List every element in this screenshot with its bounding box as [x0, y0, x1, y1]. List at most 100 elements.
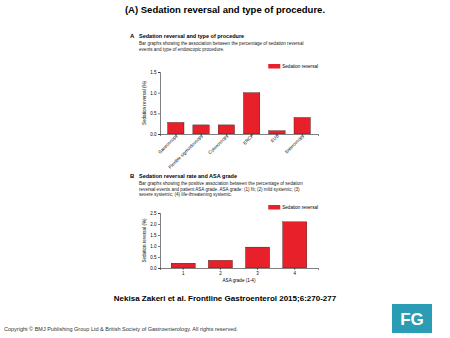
x-tick: 2	[219, 268, 222, 276]
x-tick-label: Colonoscopy	[207, 133, 229, 155]
x-tick-label: 1	[182, 271, 185, 276]
panel-label: A	[130, 33, 135, 39]
x-tick-mark	[220, 268, 221, 270]
logo: FG	[400, 310, 424, 329]
x-axis-title: ASA grade (1-4)	[223, 278, 256, 283]
y-tick: 1.5	[150, 233, 160, 238]
x-axis-line	[161, 135, 319, 137]
x-tick: 1	[182, 268, 185, 276]
bar	[269, 131, 285, 134]
y-tick-label: 0.5	[150, 111, 157, 116]
chart-subtitle-line: reversal events and patient ASA grade. A…	[139, 187, 301, 192]
chart-subtitle-line: Bar graphs showing the association betwe…	[139, 41, 305, 46]
bar	[246, 247, 270, 268]
y-tick-label: 0.5	[150, 255, 157, 260]
y-tick-label: 2.5	[150, 211, 157, 216]
x-tick-label: Enteroscopy	[284, 133, 306, 155]
y-axis-title: Sedation reversal (%)	[142, 80, 147, 125]
x-tick: ERCP	[242, 133, 254, 145]
bar	[283, 222, 307, 268]
y-axis-title: Sedation reversal (%)	[142, 218, 147, 263]
x-tick-label: ERCP	[242, 133, 254, 145]
bar	[208, 260, 232, 268]
chart-subtitle: Bar graphs showing the positive associat…	[139, 181, 304, 197]
y-tick-label: 1.0	[150, 91, 157, 96]
y-tick-label: 1.5	[150, 233, 157, 238]
y-tick-mark	[158, 113, 160, 114]
y-tick-label: 1.0	[150, 244, 157, 249]
bar	[243, 93, 259, 134]
bar	[193, 125, 209, 134]
legend-swatch	[268, 64, 280, 69]
y-tick: 1.0	[150, 91, 160, 96]
y-axis: 0.0 0.5 1.0 1.5	[150, 70, 160, 137]
legend-label: Sedation reversal	[282, 205, 318, 210]
y-tick: 2.5	[150, 211, 160, 216]
x-tick-mark	[294, 268, 295, 270]
bar	[171, 263, 195, 268]
x-tick-label: Flexible sigmoidoscopy	[167, 133, 204, 170]
y-tick-mark	[158, 235, 160, 236]
y-tick-mark	[158, 268, 160, 269]
legend-label: Sedation reversal	[282, 64, 318, 69]
bar	[294, 117, 310, 134]
chart-subtitle-line: severe systemic; (4) life-threatening sy…	[139, 192, 232, 197]
chart: A Sedation reversal and type of procedure…	[130, 33, 319, 170]
bars	[171, 222, 307, 268]
y-axis-line	[158, 214, 161, 269]
x-tick: EUS	[270, 133, 280, 143]
y-tick: 0.0	[150, 132, 160, 137]
y-tick-label: 1.5	[150, 70, 157, 75]
chart-subtitle-line: Bar graphs showing the positive associat…	[139, 181, 304, 186]
bar	[218, 125, 234, 134]
x-tick-label: 2	[219, 271, 222, 276]
slide: (A) Sedation reversal and type of proced…	[0, 0, 450, 338]
slide-title: (A) Sedation reversal and type of proced…	[125, 4, 325, 15]
y-tick-mark	[158, 93, 160, 94]
x-tick-label: EUS	[270, 133, 280, 143]
legend-swatch	[268, 205, 280, 210]
bars	[168, 93, 311, 134]
y-axis-line	[158, 73, 161, 135]
copyright: Copyright © BMJ Publishing Group Ltd & B…	[4, 326, 238, 332]
legend: Sedation reversal	[268, 205, 318, 210]
y-tick-mark	[158, 213, 160, 214]
chart-title: Sedation reversal and type of procedure	[139, 33, 244, 39]
x-tick-mark	[257, 268, 258, 270]
y-tick-label: 0.0	[150, 266, 157, 271]
y-tick-mark	[158, 257, 160, 258]
y-tick: 0.5	[150, 255, 160, 260]
x-tick: 3	[256, 268, 259, 276]
x-tick: Enteroscopy	[284, 133, 306, 155]
chart-title: Sedation reversal rate and ASA grade	[139, 173, 237, 179]
x-tick: Gastroscopy	[157, 133, 179, 155]
x-tick-label: 3	[256, 271, 259, 276]
y-tick-mark	[158, 134, 160, 135]
y-tick-mark	[158, 246, 160, 247]
y-axis: 0.0 0.5 1.0 1.5 2.0 2.5	[150, 211, 160, 271]
x-tick-mark	[183, 268, 184, 270]
chart-subtitle: Bar graphs showing the association betwe…	[139, 41, 305, 52]
y-tick: 2.0	[150, 222, 160, 227]
x-tick-label: 4	[294, 271, 297, 276]
y-tick-label: 2.0	[150, 222, 157, 227]
y-tick-label: 0.0	[150, 132, 157, 137]
x-tick: 4	[294, 268, 297, 276]
legend: Sedation reversal	[268, 64, 318, 69]
bar	[168, 122, 184, 134]
y-tick: 0.5	[150, 111, 160, 116]
x-tick: Flexible sigmoidoscopy	[167, 133, 204, 170]
y-tick-mark	[158, 224, 160, 225]
chart: B Sedation reversal rate and ASA grade Bar…	[130, 173, 319, 283]
citation: Nekisa Zakeri et al. Frontline Gastroent…	[114, 294, 337, 303]
x-tick-label: Gastroscopy	[157, 133, 179, 155]
x-axis: 1 2 3 4	[161, 268, 319, 276]
x-axis: GastroscopyFlexible sigmoidoscopyColonos…	[157, 133, 318, 170]
panel-label: B	[130, 173, 135, 179]
y-tick-mark	[158, 72, 160, 73]
y-tick: 0.0	[150, 266, 160, 271]
chart-subtitle-line: events and type of endoscopic procedure.	[139, 47, 224, 52]
x-tick: Colonoscopy	[207, 133, 229, 155]
y-tick: 1.5	[150, 70, 160, 75]
y-tick: 1.0	[150, 244, 160, 249]
